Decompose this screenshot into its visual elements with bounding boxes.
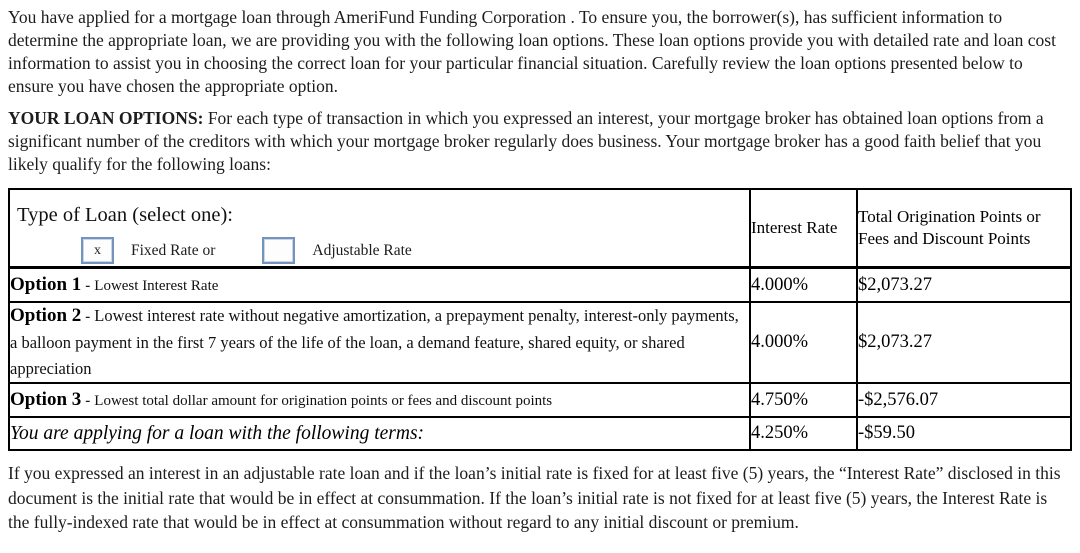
interest-rate-column-header: Interest Rate bbox=[749, 188, 858, 269]
summary-points-fees: -$59.50 bbox=[856, 416, 1072, 451]
points-column-header: Total Origination Points or Fees and Dis… bbox=[856, 188, 1072, 269]
option-2-interest-rate: 4.000% bbox=[749, 301, 858, 384]
option-2-name: Option 2 bbox=[10, 305, 82, 326]
table-row-option-2: Option 2- Lowest interest rate without ne… bbox=[8, 301, 1072, 384]
table-summary-row: You are applying for a loan with the fol… bbox=[8, 416, 1072, 451]
loan-options-paragraph: YOUR LOAN OPTIONS: For each type of tran… bbox=[8, 107, 1072, 176]
option-1-name: Option 1 bbox=[10, 274, 82, 295]
adjustable-rate-checkbox[interactable] bbox=[262, 237, 296, 264]
table-row-option-1: Option 1- Lowest Interest Rate 4.000% $2,… bbox=[8, 266, 1072, 303]
type-of-loan-label: Type of Loan (select one): bbox=[17, 204, 234, 226]
fixed-rate-label: Fixed Rate or bbox=[131, 241, 216, 259]
option-2-points-fees: $2,073.27 bbox=[856, 301, 1072, 384]
table-header-row: Type of Loan (select one): x Fixed Rate … bbox=[8, 188, 1072, 269]
summary-interest-rate: 4.250% bbox=[749, 416, 858, 451]
option-2-description-cell: Option 2- Lowest interest rate without ne… bbox=[8, 301, 751, 384]
option-3-name: Option 3 bbox=[10, 389, 82, 410]
option-1-separator: - bbox=[85, 278, 91, 294]
option-1-description-cell: Option 1- Lowest Interest Rate bbox=[8, 266, 751, 303]
summary-label: You are applying for a loan with the fol… bbox=[8, 416, 751, 451]
intro-paragraph: You have applied for a mortgage loan thr… bbox=[8, 7, 1056, 96]
footer-paragraph: If you expressed an interest in an adjus… bbox=[8, 463, 1061, 532]
adjustable-rate-label: Adjustable Rate bbox=[312, 241, 412, 259]
loan-type-checkbox-row: x Fixed Rate or Adjustable Rate bbox=[81, 237, 748, 264]
option-1-interest-rate: 4.000% bbox=[749, 266, 858, 303]
option-2-separator: - bbox=[85, 309, 91, 325]
option-1-points-fees: $2,073.27 bbox=[856, 266, 1072, 303]
type-of-loan-header-cell: Type of Loan (select one): x Fixed Rate … bbox=[8, 188, 751, 269]
option-3-description-cell: Option 3- Lowest total dollar amount for … bbox=[8, 382, 751, 418]
loan-options-text: For each type of transaction in which yo… bbox=[8, 108, 1044, 174]
fixed-rate-checkbox-mark: x bbox=[94, 242, 101, 258]
loan-options-heading: YOUR LOAN OPTIONS: bbox=[8, 108, 204, 128]
option-2-description: Lowest interest rate without negative am… bbox=[10, 306, 739, 378]
fixed-rate-checkbox[interactable]: x bbox=[81, 237, 114, 264]
option-3-points-fees: -$2,576.07 bbox=[856, 382, 1072, 418]
option-1-description: Lowest Interest Rate bbox=[94, 278, 219, 294]
table-row-option-3: Option 3- Lowest total dollar amount for … bbox=[8, 382, 1072, 418]
option-3-description: Lowest total dollar amount for originati… bbox=[94, 393, 553, 409]
loan-options-table: Type of Loan (select one): x Fixed Rate … bbox=[8, 188, 1072, 451]
option-3-separator: - bbox=[85, 393, 91, 409]
option-3-interest-rate: 4.750% bbox=[749, 382, 858, 418]
